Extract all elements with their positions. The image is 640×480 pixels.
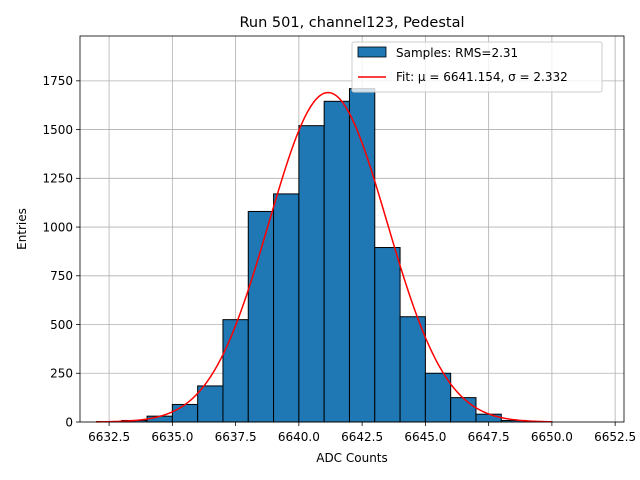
x-tick-label: 6635.0 [151, 430, 193, 444]
y-tick-label: 250 [50, 367, 73, 381]
histogram-bar [348, 88, 376, 423]
histogram-bar [475, 413, 502, 423]
legend-box [351, 41, 603, 93]
legend-label-fit: Fit: μ = 6641.154, σ = 2.332 [396, 70, 568, 84]
legend-swatch-samples [357, 46, 387, 58]
fit-curve [96, 91, 552, 423]
legend-label-samples: Samples: RMS=2.31 [396, 46, 518, 60]
y-tick-label: 750 [50, 269, 73, 283]
histogram-bar [298, 125, 325, 423]
histogram-bar [374, 247, 401, 423]
y-axis-label: Entries [15, 208, 29, 250]
histogram-bar [273, 193, 300, 423]
x-tick-label: 6637.5 [215, 430, 257, 444]
y-tick-label: 1750 [42, 74, 73, 88]
legend: Samples: RMS=2.31 Fit: μ = 6641.154, σ =… [351, 41, 603, 93]
x-tick-label: 6650.0 [531, 430, 573, 444]
histogram-bar [247, 210, 275, 423]
histogram-bar [323, 100, 350, 423]
y-tick-label: 1000 [42, 220, 73, 234]
y-tick-label: 0 [65, 415, 73, 429]
x-tick-label: 6645.0 [404, 430, 446, 444]
y-axis-ticks: 0 250 500 750 1000 1250 1500 1750 [42, 74, 80, 429]
x-axis-ticks: 6632.5 6635.0 6637.5 6640.0 6642.5 6645.0 6647… [88, 422, 636, 444]
x-tick-label: 6642.5 [341, 430, 383, 444]
y-tick-label: 1250 [42, 172, 73, 186]
y-tick-label: 1500 [42, 123, 73, 137]
histogram-bar [399, 316, 426, 423]
histogram-bar [424, 372, 452, 423]
chart-title: Run 501, channel123, Pedestal [239, 15, 464, 31]
x-tick-label: 6647.5 [468, 430, 510, 444]
histogram-bar [171, 403, 199, 423]
histogram-bar [197, 385, 224, 423]
x-tick-label: 6652.5 [594, 430, 636, 444]
y-tick-label: 500 [50, 318, 73, 332]
x-axis-label: ADC Counts [316, 451, 388, 465]
histogram-bars [95, 88, 553, 423]
x-tick-label: 6640.0 [278, 430, 320, 444]
histogram-bar [450, 397, 477, 423]
x-tick-label: 6632.5 [88, 430, 130, 444]
plot-frame [79, 35, 625, 423]
histogram-bar [222, 319, 249, 423]
